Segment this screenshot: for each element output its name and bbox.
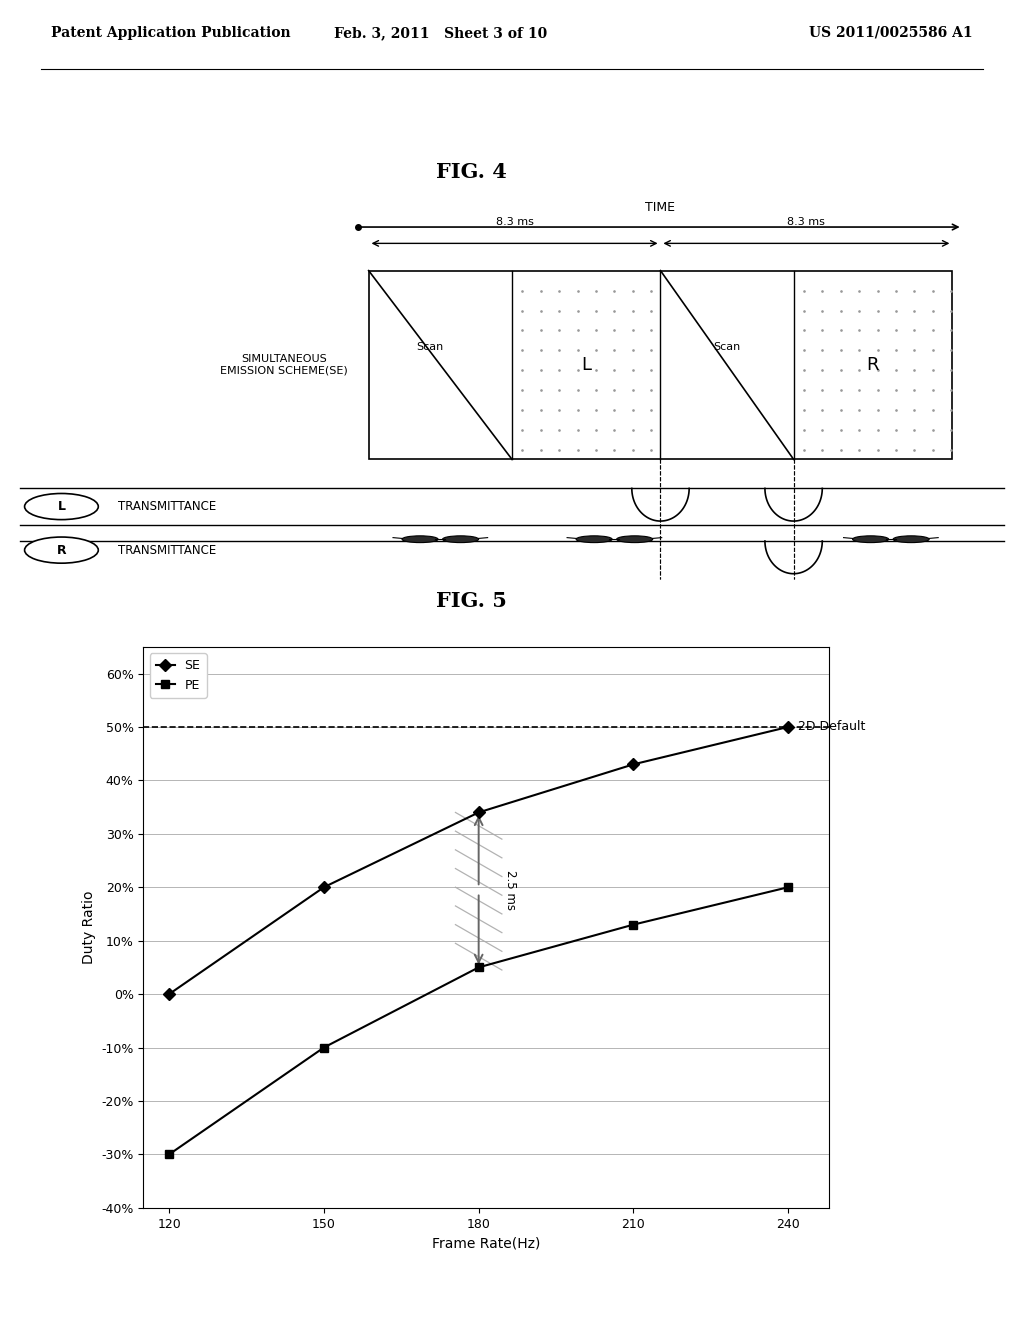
- Text: Patent Application Publication: Patent Application Publication: [51, 26, 291, 40]
- PE: [163, 1147, 175, 1163]
- Text: 8.3 ms: 8.3 ms: [787, 218, 825, 227]
- SE: [782, 719, 795, 735]
- Legend: SE, PE: SE, PE: [150, 653, 207, 698]
- Text: 2.5 ms: 2.5 ms: [505, 870, 517, 909]
- PE: [317, 1040, 330, 1056]
- Text: Feb. 3, 2011   Sheet 3 of 10: Feb. 3, 2011 Sheet 3 of 10: [334, 26, 547, 40]
- Circle shape: [25, 537, 98, 564]
- SE: [163, 986, 175, 1002]
- PE: [628, 916, 640, 932]
- Ellipse shape: [402, 536, 438, 543]
- Text: TRANSMITTANCE: TRANSMITTANCE: [118, 500, 216, 513]
- Text: R: R: [56, 544, 67, 557]
- Text: US 2011/0025586 A1: US 2011/0025586 A1: [809, 26, 973, 40]
- Bar: [369, 271, 952, 459]
- SE: [317, 879, 330, 895]
- Ellipse shape: [853, 536, 889, 543]
- Text: 2D Default: 2D Default: [799, 721, 866, 734]
- Line: SE: SE: [165, 723, 793, 998]
- Text: L: L: [582, 356, 591, 374]
- SE: [628, 756, 640, 772]
- Ellipse shape: [616, 536, 652, 543]
- Text: L: L: [57, 500, 66, 513]
- Circle shape: [25, 494, 98, 520]
- Ellipse shape: [893, 536, 929, 543]
- Text: TRANSMITTANCE: TRANSMITTANCE: [118, 544, 216, 557]
- PE: [782, 879, 795, 895]
- Line: PE: PE: [165, 883, 793, 1159]
- Text: R: R: [866, 356, 880, 374]
- Y-axis label: Duty Ratio: Duty Ratio: [82, 891, 95, 964]
- SE: [472, 804, 484, 820]
- Text: Scan: Scan: [417, 342, 443, 352]
- Text: 8.3 ms: 8.3 ms: [496, 218, 534, 227]
- Text: SIMULTANEOUS
EMISSION SCHEME(SE): SIMULTANEOUS EMISSION SCHEME(SE): [220, 354, 348, 376]
- Ellipse shape: [577, 536, 612, 543]
- Text: TIME: TIME: [645, 201, 676, 214]
- PE: [472, 960, 484, 975]
- Text: FIG. 4: FIG. 4: [435, 162, 507, 182]
- Text: FIG. 5: FIG. 5: [435, 591, 507, 611]
- X-axis label: Frame Rate(Hz): Frame Rate(Hz): [432, 1236, 541, 1250]
- Ellipse shape: [442, 536, 478, 543]
- Text: Scan: Scan: [714, 342, 740, 352]
